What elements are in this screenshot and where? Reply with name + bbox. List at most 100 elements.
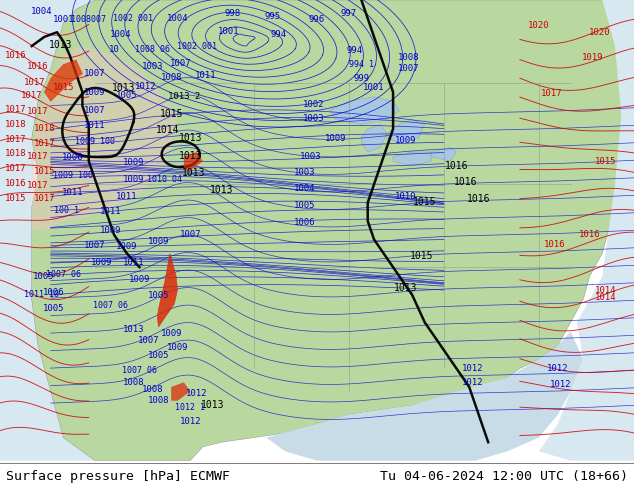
- Text: 1011: 1011: [122, 258, 144, 267]
- Text: 1011: 1011: [62, 188, 84, 197]
- Text: 1005: 1005: [43, 304, 65, 313]
- Text: 1012: 1012: [462, 364, 483, 373]
- Text: 1009: 1009: [122, 174, 144, 184]
- Text: 1016: 1016: [444, 161, 469, 171]
- Text: 1011: 1011: [100, 207, 122, 217]
- Text: 1013: 1013: [122, 325, 144, 334]
- Polygon shape: [330, 97, 399, 124]
- Text: 1008: 1008: [141, 385, 163, 393]
- Polygon shape: [44, 60, 82, 101]
- Text: 1013: 1013: [112, 82, 136, 93]
- Text: 1017: 1017: [21, 91, 42, 100]
- Polygon shape: [157, 253, 178, 327]
- Text: 1007: 1007: [179, 230, 201, 240]
- Text: 1016: 1016: [5, 51, 27, 60]
- Text: 1014: 1014: [595, 293, 616, 301]
- Text: 1015: 1015: [159, 109, 183, 119]
- Polygon shape: [171, 382, 190, 401]
- Text: 1003: 1003: [303, 114, 325, 123]
- Text: 1014: 1014: [156, 125, 180, 135]
- Text: 1007: 1007: [84, 106, 106, 115]
- Text: 1006: 1006: [43, 288, 65, 297]
- Text: 999: 999: [353, 74, 370, 83]
- Text: 1009: 1009: [148, 237, 169, 246]
- Text: 1005: 1005: [32, 272, 54, 281]
- Text: 1017: 1017: [5, 135, 27, 144]
- Text: 1008007: 1008007: [71, 15, 107, 24]
- Text: 1009: 1009: [395, 136, 417, 145]
- Text: 1020: 1020: [528, 21, 550, 30]
- Polygon shape: [266, 332, 583, 461]
- Text: 1015: 1015: [413, 197, 437, 207]
- Text: 1005: 1005: [148, 291, 169, 300]
- Text: 1004: 1004: [110, 30, 131, 39]
- Text: 1013: 1013: [200, 400, 224, 410]
- Text: 1007: 1007: [138, 336, 160, 345]
- Text: 1020: 1020: [588, 28, 610, 37]
- Polygon shape: [431, 147, 456, 161]
- Text: 1009: 1009: [84, 88, 106, 97]
- Text: 1013: 1013: [181, 168, 205, 178]
- Text: 1006: 1006: [62, 153, 84, 162]
- Text: 1017: 1017: [27, 181, 49, 190]
- Text: 1004: 1004: [167, 14, 188, 23]
- Text: 1008 06: 1008 06: [134, 45, 170, 54]
- Text: 1012 1: 1012 1: [175, 403, 205, 412]
- Text: 1001: 1001: [363, 83, 385, 92]
- Text: 1013: 1013: [48, 40, 72, 50]
- Text: 1011: 1011: [195, 72, 217, 80]
- Text: 1015: 1015: [5, 195, 27, 203]
- Text: 1007: 1007: [170, 59, 191, 68]
- Text: 1012: 1012: [135, 82, 157, 91]
- Text: 1008: 1008: [160, 73, 182, 82]
- Text: 1015: 1015: [34, 167, 55, 176]
- Text: 1009: 1009: [100, 226, 122, 235]
- Text: 1017: 1017: [34, 139, 55, 148]
- Text: 994: 994: [347, 46, 363, 55]
- Text: 1017: 1017: [34, 195, 55, 203]
- Text: 1016: 1016: [579, 230, 600, 240]
- Text: 1008: 1008: [148, 396, 169, 405]
- Text: 1009: 1009: [91, 258, 112, 267]
- Text: 994 1: 994 1: [349, 60, 374, 69]
- Text: 997: 997: [340, 9, 357, 18]
- Text: 1017: 1017: [5, 105, 27, 114]
- Text: 1008: 1008: [398, 53, 420, 62]
- Text: 1009 100: 1009 100: [53, 171, 93, 179]
- Text: 1003: 1003: [294, 168, 315, 177]
- Text: 1017: 1017: [5, 164, 27, 173]
- Text: 1002 001: 1002 001: [113, 14, 153, 23]
- Text: 1002 001: 1002 001: [176, 42, 217, 50]
- Text: Tu 04-06-2024 12:00 UTC (18+66): Tu 04-06-2024 12:00 UTC (18+66): [380, 470, 628, 483]
- Polygon shape: [387, 120, 425, 143]
- Text: 1007 06: 1007 06: [122, 367, 157, 375]
- Text: 1001: 1001: [53, 15, 74, 24]
- Text: 1009: 1009: [160, 329, 182, 339]
- Polygon shape: [32, 0, 634, 461]
- Text: 1016: 1016: [454, 177, 478, 187]
- Text: 1011 10: 1011 10: [23, 290, 59, 299]
- Text: 1009: 1009: [167, 343, 188, 352]
- Text: 1009 100: 1009 100: [75, 137, 115, 147]
- Text: 100 1: 100 1: [54, 205, 79, 215]
- Text: 1012: 1012: [186, 390, 207, 398]
- Text: 1015: 1015: [595, 157, 616, 166]
- Text: 1017: 1017: [541, 89, 562, 98]
- Text: 1004: 1004: [30, 7, 52, 16]
- Text: 1012: 1012: [462, 378, 483, 387]
- Text: 1010 04: 1010 04: [147, 175, 183, 184]
- Polygon shape: [393, 152, 431, 166]
- Text: 1005: 1005: [294, 201, 315, 210]
- Text: 1005: 1005: [148, 351, 169, 360]
- Text: 1016: 1016: [5, 179, 27, 188]
- Text: 1009: 1009: [122, 158, 144, 167]
- Text: 1018: 1018: [5, 120, 27, 129]
- Polygon shape: [32, 46, 178, 230]
- Text: 1018: 1018: [5, 149, 27, 158]
- Text: 1002: 1002: [303, 100, 325, 109]
- Text: 1017: 1017: [27, 152, 49, 161]
- Text: 1013: 1013: [210, 185, 234, 195]
- Text: 1012: 1012: [550, 380, 572, 389]
- Text: 1009: 1009: [129, 275, 150, 284]
- Text: 996: 996: [309, 15, 325, 24]
